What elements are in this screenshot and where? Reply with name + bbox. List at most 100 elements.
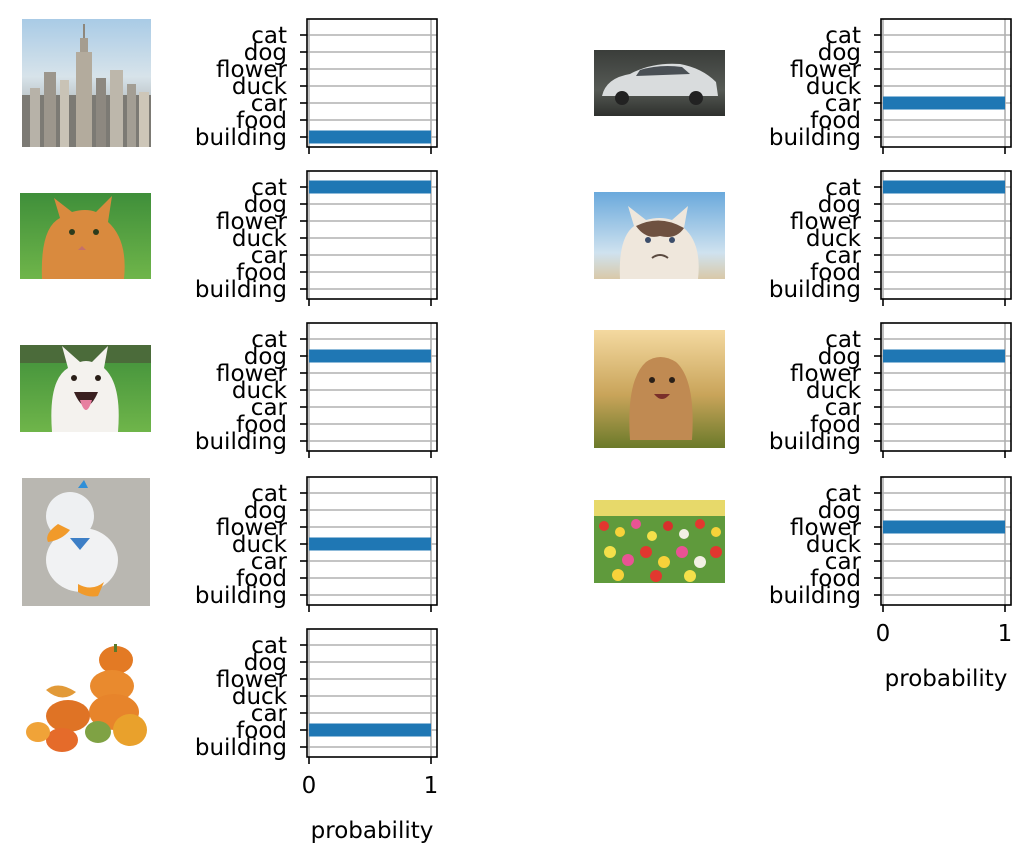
category-tick-label: cat <box>825 327 861 353</box>
category-tick-label: food <box>236 718 287 744</box>
category-tick-label: car <box>251 701 288 727</box>
category-tick-label: cat <box>825 481 861 507</box>
category-tick-label: building <box>195 277 287 303</box>
category-tick-label: food <box>236 260 287 286</box>
bar <box>883 96 1005 110</box>
category-tick-label: food <box>810 260 861 286</box>
category-tick-label: cat <box>251 175 287 201</box>
golden-dog-photo <box>594 330 725 448</box>
category-tick-label: dog <box>818 40 861 66</box>
category-tick-label: car <box>825 243 862 269</box>
axes-frame <box>306 322 438 452</box>
category-tick-label: duck <box>806 532 862 558</box>
category-tick-label: building <box>769 583 861 609</box>
bar <box>309 349 431 363</box>
tulip-field-photo <box>594 500 725 583</box>
axes-frame <box>306 476 438 606</box>
category-tick-label: car <box>251 91 288 117</box>
category-tick-label: cat <box>251 327 287 353</box>
category-tick-label: duck <box>232 532 288 558</box>
category-tick-label: car <box>251 243 288 269</box>
category-tick-label: flower <box>790 515 862 541</box>
category-tick-label: dog <box>244 344 287 370</box>
category-tick-label: flower <box>216 667 288 693</box>
category-tick-label: flower <box>790 57 862 83</box>
category-tick-label: building <box>195 429 287 455</box>
category-tick-label: car <box>251 395 288 421</box>
category-tick-label: car <box>825 91 862 117</box>
category-tick-label: flower <box>216 515 288 541</box>
x-tick-label: 1 <box>998 621 1013 647</box>
category-tick-label: food <box>236 566 287 592</box>
category-tick-label: cat <box>251 481 287 507</box>
car-photo <box>594 50 725 116</box>
axes-frame <box>880 476 1012 606</box>
category-tick-label: flower <box>216 361 288 387</box>
category-tick-label: duck <box>232 226 288 252</box>
bar <box>309 723 431 737</box>
category-tick-label: dog <box>818 498 861 524</box>
category-tick-label: flower <box>216 57 288 83</box>
axes-frame <box>306 628 438 758</box>
category-tick-label: dog <box>818 344 861 370</box>
axes-frame <box>880 322 1012 452</box>
axes-background <box>307 323 437 451</box>
bar <box>883 180 1005 194</box>
axes-frame <box>880 18 1012 148</box>
category-tick-label: car <box>251 549 288 575</box>
orange-cat-photo <box>20 193 151 279</box>
category-tick-label: duck <box>806 378 862 404</box>
category-tick-label: dog <box>244 192 287 218</box>
category-tick-label: duck <box>806 226 862 252</box>
category-tick-label: flower <box>790 361 862 387</box>
axes-background <box>881 477 1011 605</box>
axes-background <box>881 19 1011 147</box>
category-tick-label: food <box>810 566 861 592</box>
category-tick-label: duck <box>232 74 288 100</box>
x-tick-label: 0 <box>876 621 891 647</box>
category-tick-label: dog <box>244 650 287 676</box>
category-tick-label: building <box>195 583 287 609</box>
category-tick-label: building <box>195 735 287 761</box>
bar <box>309 180 431 194</box>
category-tick-label: cat <box>825 23 861 49</box>
bar <box>883 349 1005 363</box>
axes-frame <box>306 170 438 300</box>
category-tick-label: car <box>825 395 862 421</box>
skyline-photo <box>22 19 151 147</box>
grumpy-cat-photo <box>594 192 725 279</box>
x-tick-label: 0 <box>302 773 317 799</box>
axes-background <box>881 323 1011 451</box>
bar <box>309 130 431 144</box>
category-tick-label: flower <box>790 209 862 235</box>
category-tick-label: flower <box>216 209 288 235</box>
category-tick-label: building <box>769 125 861 151</box>
axes-frame <box>880 170 1012 300</box>
category-tick-label: food <box>810 108 861 134</box>
bar-charts: catdogflowerduckcarfoodbuildingcatdogflo… <box>195 18 1013 799</box>
x-axis-label-right: probability <box>885 666 1008 692</box>
category-tick-label: food <box>236 108 287 134</box>
x-tick-label: 1 <box>424 773 439 799</box>
category-tick-label: cat <box>825 175 861 201</box>
white-dog-photo <box>20 345 151 432</box>
category-tick-label: building <box>769 277 861 303</box>
axes-background <box>307 19 437 147</box>
axes-background <box>307 629 437 757</box>
category-tick-label: cat <box>251 633 287 659</box>
category-tick-label: car <box>825 549 862 575</box>
axes-frame <box>306 18 438 148</box>
category-tick-label: building <box>195 125 287 151</box>
category-tick-label: food <box>236 412 287 438</box>
category-tick-label: dog <box>818 192 861 218</box>
duck-toy-photo <box>22 478 150 606</box>
